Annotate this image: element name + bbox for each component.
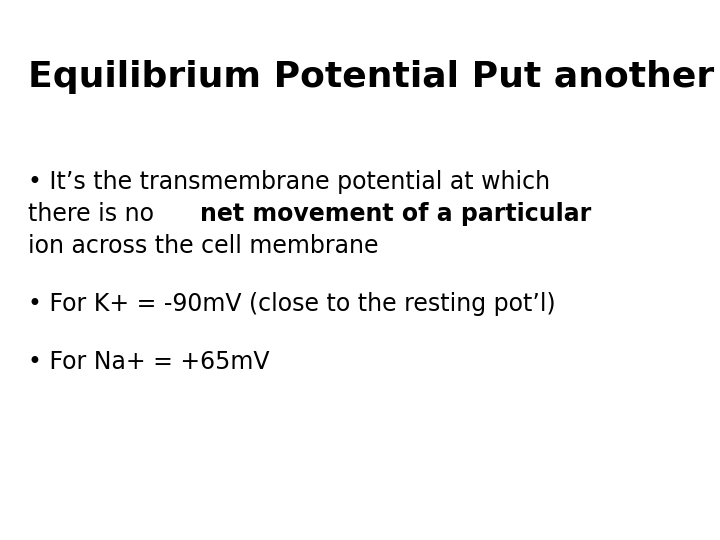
Text: Equilibrium Potential Put another way:: Equilibrium Potential Put another way: (28, 60, 720, 94)
Text: there is no: there is no (28, 202, 161, 226)
Text: net movement of a particular: net movement of a particular (200, 202, 592, 226)
Text: • For Na+ = +65mV: • For Na+ = +65mV (28, 350, 269, 374)
Text: ion across the cell membrane: ion across the cell membrane (28, 234, 379, 258)
Text: • For K+ = -90mV (close to the resting pot’l): • For K+ = -90mV (close to the resting p… (28, 292, 556, 316)
Text: • It’s the transmembrane potential at which: • It’s the transmembrane potential at wh… (28, 170, 550, 194)
